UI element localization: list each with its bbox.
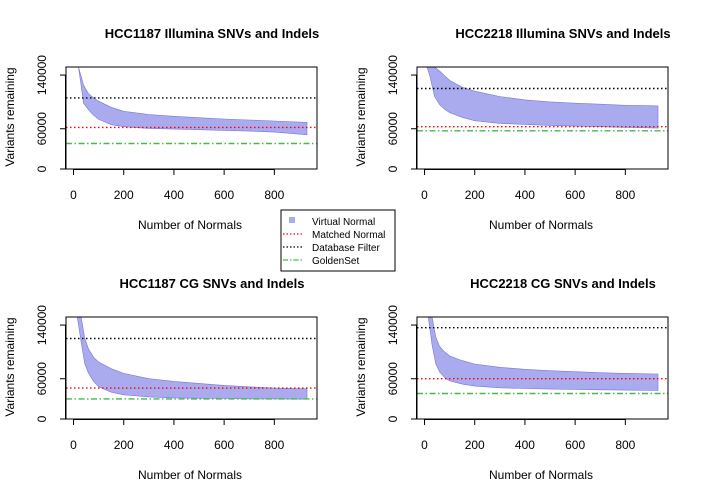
- panel-hcc2218-cg: HCC2218 CG SNVs and Indels Number of Nor…: [354, 276, 669, 482]
- legend-label: Database Filter: [312, 243, 380, 254]
- y-tick-label: 0: [386, 415, 400, 422]
- series-virtual-normal-band: [426, 67, 659, 129]
- x-tick-label: 200: [465, 188, 485, 202]
- legend-box: [280, 209, 396, 272]
- legend: Virtual Normal Matched Normal Database F…: [280, 209, 396, 272]
- x-tick-label: 400: [164, 188, 184, 202]
- panel-hcc1187-cg: HCC1187 CG SNVs and Indels Number of Nor…: [3, 276, 318, 482]
- panel-title: HCC1187 CG SNVs and Indels: [120, 276, 305, 291]
- series-virtual-normal-band: [427, 317, 659, 391]
- legend-label: Virtual Normal: [312, 217, 375, 228]
- x-tick-label: 800: [615, 188, 635, 202]
- x-tick-label: 400: [515, 188, 535, 202]
- y-tick-label: 140000: [35, 55, 49, 95]
- panel-title: HCC2218 Illumina SNVs and Indels: [455, 26, 670, 41]
- panel-hcc2218-illumina: HCC2218 Illumina SNVs and Indels Number …: [354, 26, 671, 232]
- y-axis-label: Variants remaining: [3, 67, 17, 166]
- y-tick-label: 140000: [35, 305, 49, 345]
- x-tick-label: 600: [214, 188, 234, 202]
- x-tick-label: 800: [615, 438, 635, 452]
- x-axis-label: Number of Normals: [489, 468, 593, 482]
- panel-hcc1187-illumina: HCC1187 Illumina SNVs and Indels Number …: [3, 26, 319, 232]
- y-tick-label: 60000: [386, 112, 400, 146]
- legend-label: GoldenSet: [312, 256, 359, 267]
- series-virtual-normal-band: [78, 67, 308, 136]
- x-axis-label: Number of Normals: [138, 468, 242, 482]
- x-axis-label: Number of Normals: [489, 218, 593, 232]
- x-tick-label: 600: [565, 438, 585, 452]
- y-tick-label: 0: [35, 165, 49, 172]
- y-tick-label: 60000: [35, 112, 49, 146]
- y-axis-label: Variants remaining: [354, 67, 368, 166]
- x-tick-label: 0: [421, 188, 428, 202]
- y-tick-label: 140000: [386, 305, 400, 345]
- legend-label: Matched Normal: [312, 230, 385, 241]
- x-tick-label: 0: [70, 188, 77, 202]
- y-tick-label: 60000: [35, 362, 49, 396]
- series-virtual-normal-band: [76, 317, 308, 400]
- y-tick-label: 140000: [386, 55, 400, 95]
- x-tick-label: 600: [565, 188, 585, 202]
- x-axis-label: Number of Normals: [138, 218, 242, 232]
- x-tick-label: 800: [264, 438, 284, 452]
- y-tick-label: 60000: [386, 362, 400, 396]
- panel-title: HCC1187 Illumina SNVs and Indels: [105, 26, 320, 41]
- y-tick-label: 0: [386, 165, 400, 172]
- x-tick-label: 200: [114, 188, 134, 202]
- legend-swatch-virtual-normal: [289, 217, 295, 223]
- x-tick-label: 200: [465, 438, 485, 452]
- x-tick-label: 0: [421, 438, 428, 452]
- x-tick-label: 200: [114, 438, 134, 452]
- x-tick-label: 400: [515, 438, 535, 452]
- y-axis-label: Variants remaining: [354, 317, 368, 416]
- x-tick-label: 0: [70, 438, 77, 452]
- x-tick-label: 600: [214, 438, 234, 452]
- y-axis-label: Variants remaining: [3, 317, 17, 416]
- x-tick-label: 400: [164, 438, 184, 452]
- x-tick-label: 800: [264, 188, 284, 202]
- panel-title: HCC2218 CG SNVs and Indels: [470, 276, 656, 291]
- y-tick-label: 0: [35, 415, 49, 422]
